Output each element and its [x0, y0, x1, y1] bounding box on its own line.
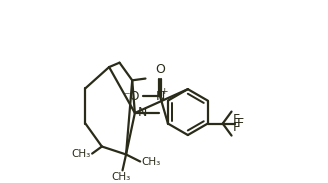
Text: ⁻O: ⁻O — [123, 90, 139, 103]
Text: N: N — [156, 90, 166, 103]
Text: F: F — [236, 117, 244, 130]
Text: CH₃: CH₃ — [111, 172, 130, 182]
Text: CH₃: CH₃ — [71, 150, 91, 159]
Text: O: O — [155, 64, 165, 76]
Text: N: N — [138, 107, 147, 119]
Text: F: F — [233, 121, 240, 134]
Text: F: F — [233, 113, 240, 126]
Text: +: + — [160, 87, 167, 96]
Text: CH₃: CH₃ — [141, 157, 160, 167]
